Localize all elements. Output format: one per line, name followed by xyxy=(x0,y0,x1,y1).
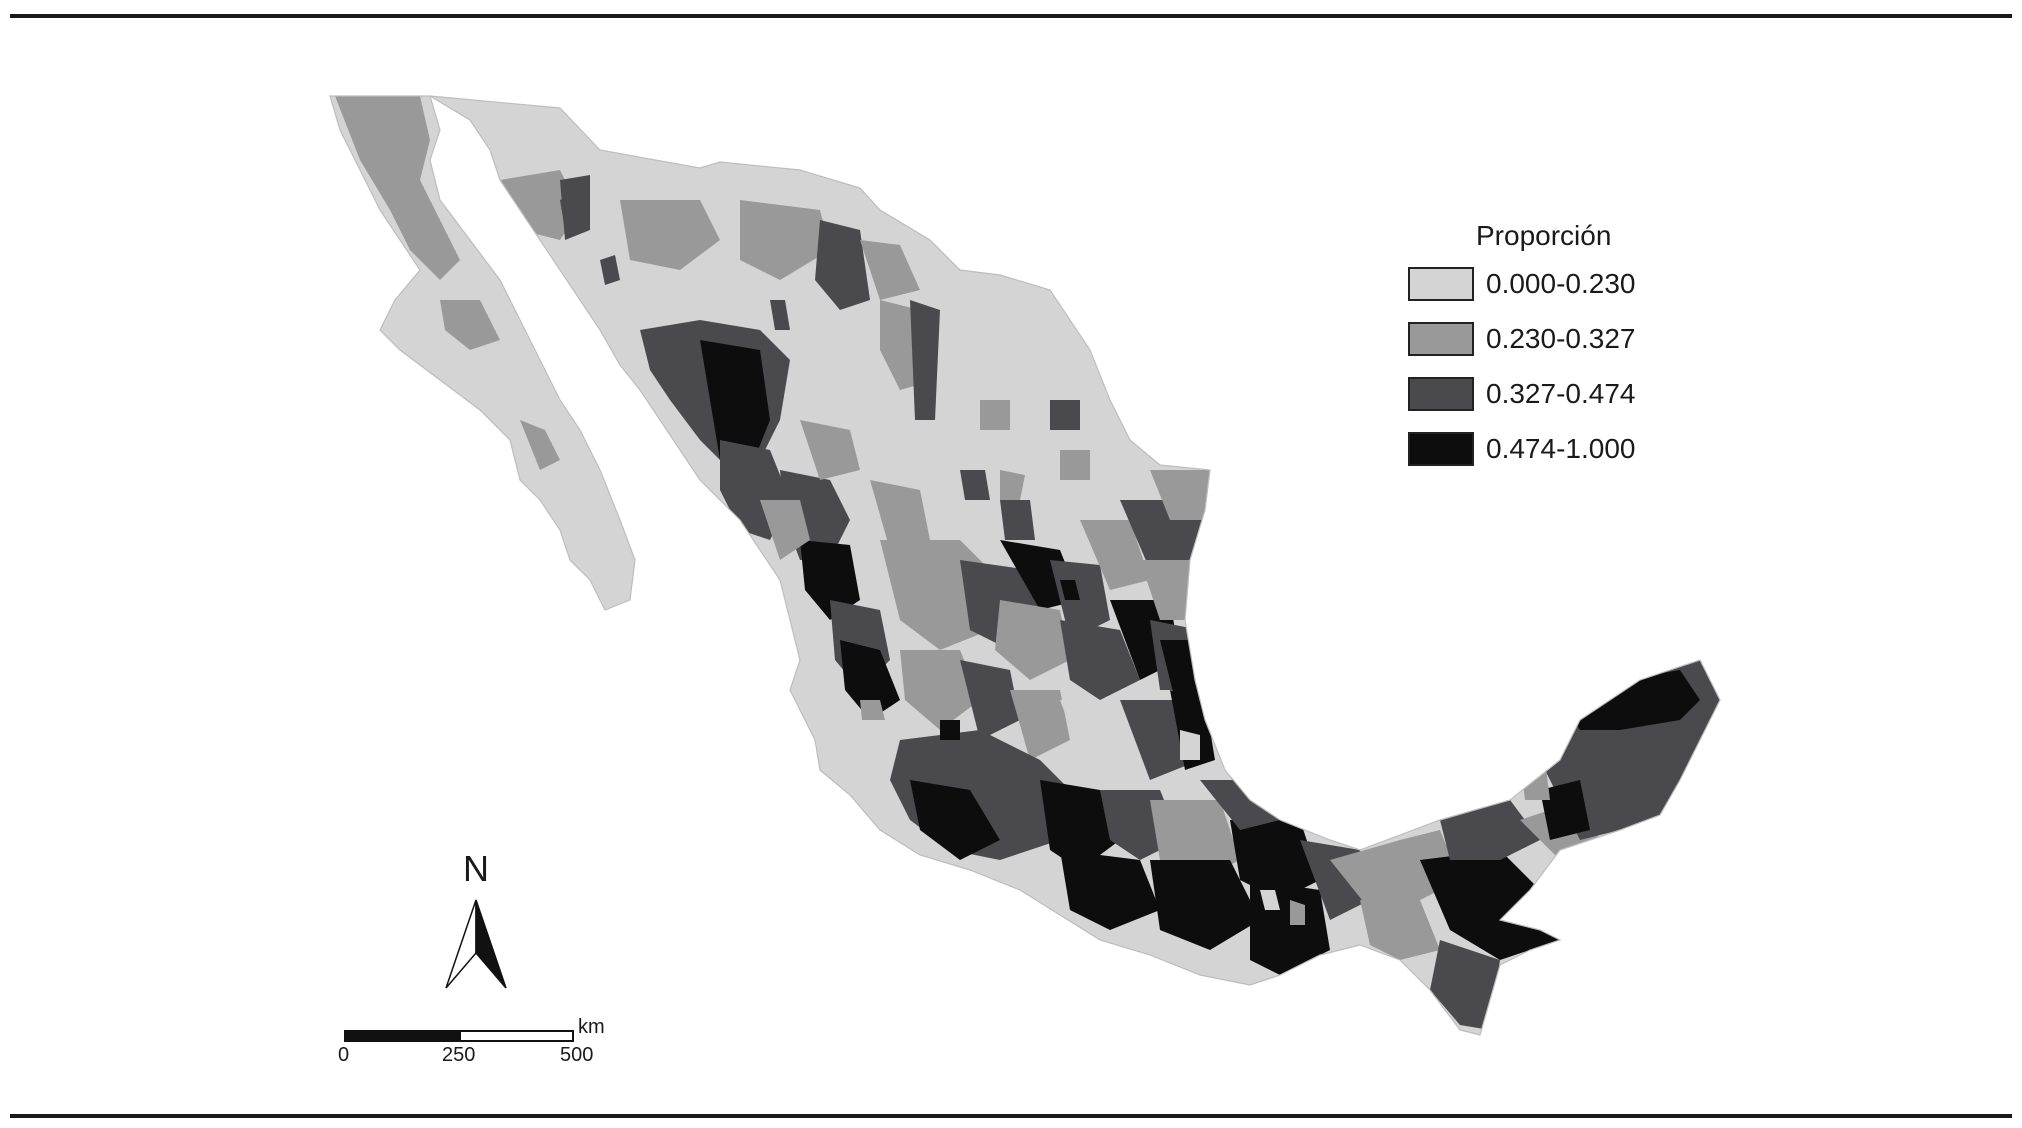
legend-swatch xyxy=(1408,431,1474,466)
legend-label: 0.000-0.230 xyxy=(1486,267,1636,299)
legend-item: 0.230-0.327 xyxy=(1408,311,1668,366)
north-label: N xyxy=(463,848,489,889)
scale-bar: km 0 250 500 xyxy=(338,1016,618,1070)
scale-tick-label: 500 xyxy=(560,1044,594,1066)
legend-item: 0.327-0.474 xyxy=(1408,366,1668,421)
scale-tick-label: 250 xyxy=(442,1044,476,1066)
legend-item: 0.000-0.230 xyxy=(1408,256,1668,311)
municipality-regions xyxy=(335,96,1720,1030)
legend-label: 0.327-0.474 xyxy=(1486,377,1636,409)
legend: Proporción 0.000-0.230 0.230-0.327 0.327… xyxy=(1408,216,1668,476)
north-arrow: N xyxy=(436,848,516,998)
legend-label: 0.474-1.000 xyxy=(1486,432,1636,464)
legend-swatch xyxy=(1408,266,1474,301)
scale-segment-dark xyxy=(344,1030,459,1042)
legend-item: 0.474-1.000 xyxy=(1408,421,1668,476)
bottom-rule xyxy=(10,1114,2012,1118)
legend-label: 0.230-0.327 xyxy=(1486,322,1636,354)
north-arrow-icon xyxy=(445,899,507,989)
scale-segment-light xyxy=(459,1030,574,1042)
scale-unit: km xyxy=(578,1016,605,1038)
scale-tick-label: 0 xyxy=(338,1044,350,1066)
legend-swatch xyxy=(1408,321,1474,356)
country-outline xyxy=(329,95,1721,1036)
legend-title: Proporción xyxy=(1476,220,1612,251)
legend-swatch xyxy=(1408,376,1474,411)
top-rule xyxy=(10,14,2012,18)
